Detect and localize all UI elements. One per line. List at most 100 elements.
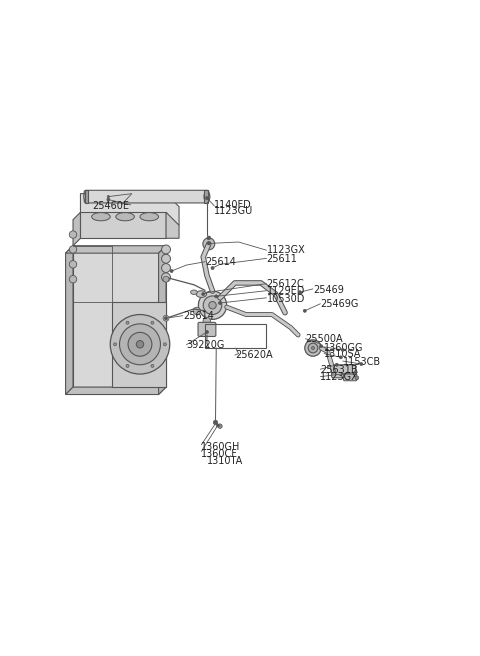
Circle shape [110, 314, 170, 374]
Circle shape [215, 295, 218, 298]
Text: 25469: 25469 [313, 285, 344, 295]
Circle shape [320, 344, 323, 348]
Circle shape [355, 376, 359, 380]
Polygon shape [166, 213, 179, 238]
Circle shape [162, 273, 170, 282]
Circle shape [163, 316, 169, 321]
Circle shape [216, 424, 219, 427]
Polygon shape [81, 194, 179, 225]
Circle shape [128, 333, 152, 356]
Circle shape [162, 245, 170, 254]
Bar [205, 324, 266, 348]
Circle shape [303, 310, 306, 312]
Polygon shape [73, 246, 166, 387]
Circle shape [203, 238, 215, 250]
Circle shape [341, 348, 344, 352]
Circle shape [211, 266, 214, 270]
Circle shape [107, 198, 110, 201]
Text: 25620A: 25620A [235, 350, 273, 360]
Text: 1310SA: 1310SA [324, 350, 361, 359]
Circle shape [360, 363, 363, 365]
Circle shape [214, 421, 217, 424]
Circle shape [114, 343, 117, 346]
Text: 1153CB: 1153CB [343, 357, 381, 367]
Text: 25611: 25611 [266, 254, 297, 264]
Text: 1123GU: 1123GU [215, 206, 253, 216]
Text: 1360GG: 1360GG [324, 342, 364, 353]
Circle shape [69, 276, 77, 283]
Circle shape [151, 321, 154, 324]
Text: 1360CF: 1360CF [202, 449, 238, 459]
Circle shape [339, 356, 342, 359]
Polygon shape [73, 213, 81, 246]
Circle shape [305, 340, 321, 356]
Circle shape [308, 343, 318, 353]
Circle shape [213, 420, 218, 424]
Polygon shape [81, 213, 166, 238]
Circle shape [203, 296, 222, 314]
Circle shape [203, 318, 211, 325]
Text: 25469G: 25469G [321, 300, 359, 310]
Circle shape [207, 236, 211, 239]
Circle shape [126, 364, 129, 367]
Text: 1310TA: 1310TA [207, 456, 243, 466]
Circle shape [198, 291, 227, 319]
Bar [204, 190, 208, 203]
Circle shape [202, 293, 204, 296]
Circle shape [165, 317, 168, 319]
Circle shape [218, 424, 222, 428]
Circle shape [69, 260, 77, 268]
Ellipse shape [116, 213, 134, 221]
Circle shape [162, 255, 170, 263]
Circle shape [162, 264, 170, 272]
Circle shape [120, 324, 160, 365]
Ellipse shape [196, 291, 206, 297]
Text: 1123GX: 1123GX [266, 245, 305, 255]
Circle shape [205, 331, 208, 333]
Circle shape [205, 197, 208, 199]
Circle shape [299, 291, 301, 294]
FancyBboxPatch shape [344, 374, 357, 380]
Circle shape [193, 307, 201, 315]
Ellipse shape [191, 290, 197, 295]
Ellipse shape [92, 213, 110, 221]
Ellipse shape [84, 192, 88, 201]
Polygon shape [112, 302, 166, 387]
Circle shape [107, 195, 109, 197]
Circle shape [136, 340, 144, 348]
Circle shape [218, 302, 221, 304]
Circle shape [126, 321, 129, 324]
Text: 1360GH: 1360GH [202, 442, 241, 453]
Circle shape [207, 242, 210, 245]
Circle shape [69, 231, 77, 238]
Text: 25460E: 25460E [92, 201, 129, 211]
FancyBboxPatch shape [332, 365, 356, 378]
Circle shape [69, 246, 77, 253]
FancyBboxPatch shape [84, 190, 209, 203]
Text: 1123GX: 1123GX [321, 373, 359, 382]
Text: 25500A: 25500A [305, 335, 343, 344]
Text: 10530D: 10530D [266, 293, 305, 304]
Polygon shape [66, 246, 73, 394]
Text: 1129ED: 1129ED [266, 287, 305, 297]
Circle shape [312, 346, 314, 350]
Circle shape [163, 343, 167, 346]
Bar [84, 190, 88, 203]
Circle shape [163, 276, 169, 282]
Ellipse shape [204, 192, 210, 202]
FancyBboxPatch shape [198, 322, 216, 337]
Text: 25631B: 25631B [321, 365, 358, 375]
Text: 25614: 25614 [183, 312, 214, 321]
Circle shape [170, 270, 173, 272]
Circle shape [335, 363, 338, 366]
Polygon shape [66, 246, 166, 253]
Circle shape [354, 371, 357, 374]
Circle shape [151, 364, 154, 367]
Ellipse shape [140, 213, 158, 221]
Text: 39220G: 39220G [186, 340, 225, 350]
Circle shape [209, 302, 216, 309]
Text: 1140FD: 1140FD [215, 200, 252, 210]
Text: 25612C: 25612C [266, 279, 304, 289]
Polygon shape [66, 387, 166, 394]
Polygon shape [158, 246, 166, 394]
